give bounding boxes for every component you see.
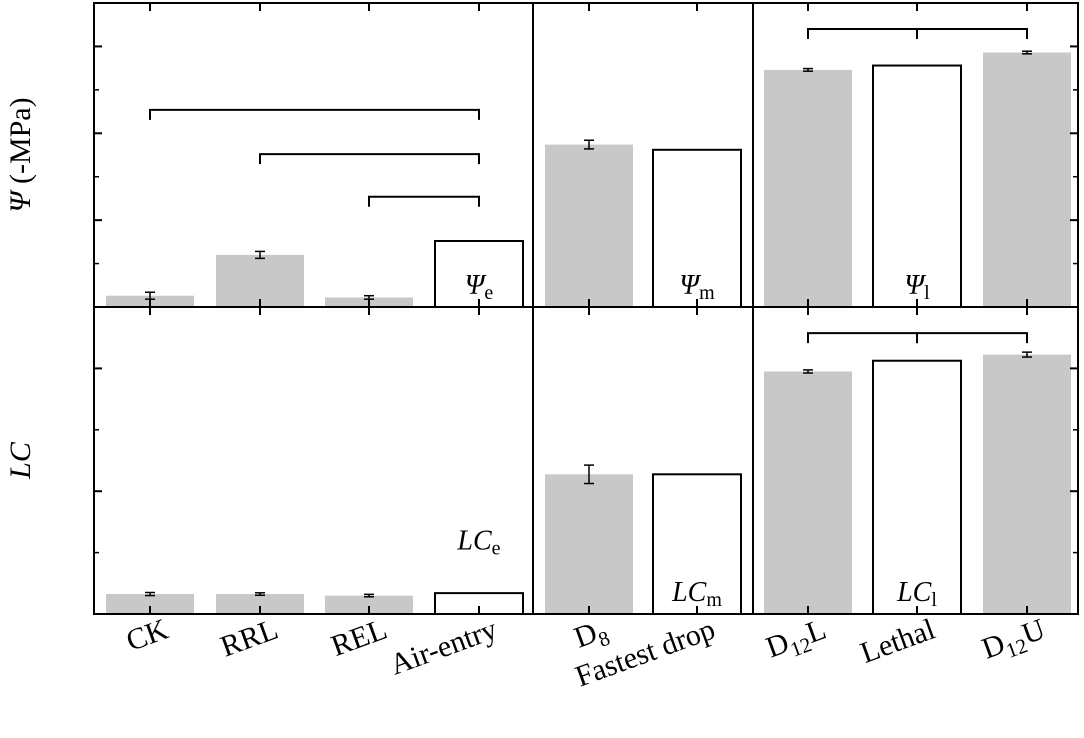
x-tick-label: RRL (216, 613, 282, 664)
panel-frame (93, 306, 1079, 615)
bar-annotation: Ψl (904, 270, 930, 304)
bar-a-air-entry (434, 239, 524, 308)
bar-b-fastest-drop (652, 473, 742, 615)
x-tick-label: Air-entry (386, 613, 502, 682)
significance-bracket (259, 153, 480, 165)
bar-b-d8 (545, 474, 633, 614)
bar-a-rrl (216, 254, 304, 307)
bar-a-d8 (545, 144, 633, 307)
bar-a-d12u (983, 52, 1071, 307)
x-tick-label: CK (122, 612, 173, 657)
panel-b: LCe LCm LCl LC (4, 306, 1079, 616)
bar-annotation: Ψm (679, 270, 715, 304)
bar-annotation: LCm (671, 577, 722, 611)
bar-b-ck (106, 594, 194, 614)
x-tick-label: REL (327, 613, 392, 663)
significance-bracket (916, 28, 1028, 40)
y-axis-label: LC (4, 441, 37, 480)
panel-a: Ψe Ψm Ψl Ψ (-MPa) (4, 2, 1079, 308)
significance-bracket (807, 28, 918, 40)
significance-bracket (807, 332, 918, 344)
significance-bracket (916, 332, 1028, 344)
bar-annotation: LCl (896, 577, 937, 611)
bar-b-rrl (216, 594, 304, 614)
bar-annotation: Ψe (465, 270, 494, 304)
bar-b-lethal (872, 359, 962, 615)
bar-b-d12l (764, 371, 852, 614)
bar-a-fastest-drop (652, 148, 742, 308)
significance-bracket (149, 108, 480, 120)
bar-b-rel (325, 595, 413, 614)
bar-annotation: LCe (456, 526, 500, 560)
bar-a-lethal (872, 64, 962, 308)
x-tick-label: D12U (978, 612, 1052, 670)
bar-b-d12u (983, 354, 1071, 614)
bar-a-d12l (764, 69, 852, 307)
significance-bracket (368, 195, 480, 207)
y-axis-label: Ψ (-MPa) (4, 97, 37, 212)
x-tick-label: Lethal (856, 613, 939, 670)
x-tick-label: D12L (762, 613, 832, 670)
